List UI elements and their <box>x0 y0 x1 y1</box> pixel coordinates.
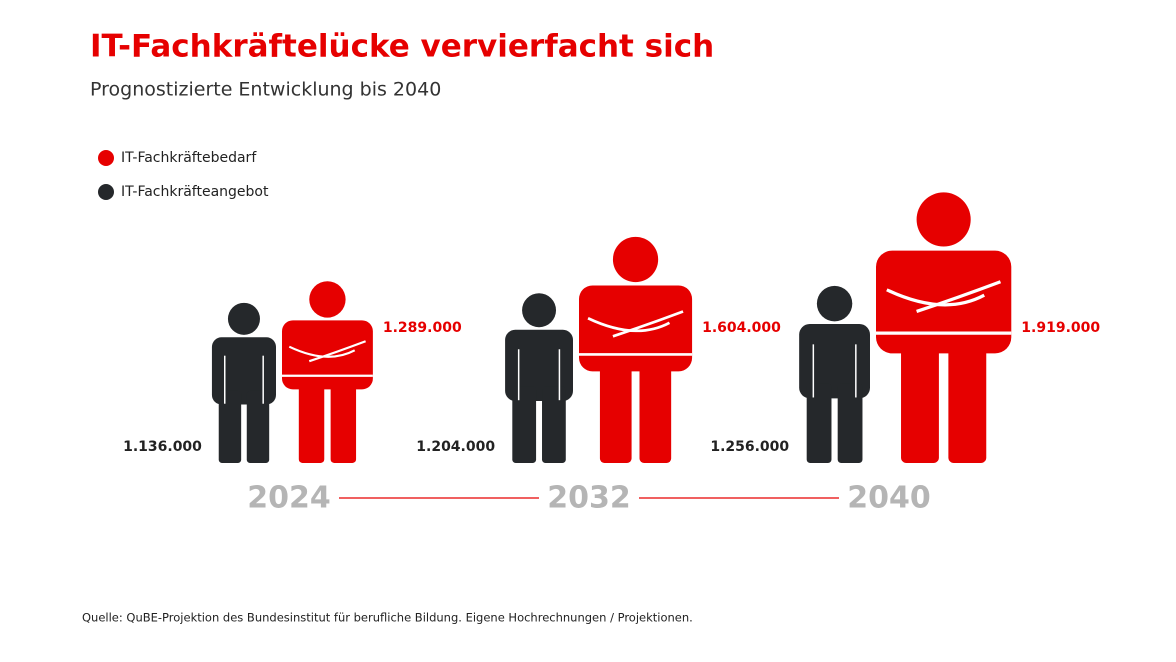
arm-line <box>612 310 684 338</box>
leg <box>298 381 325 463</box>
source: Quelle: QuBE-Projektion des Bundesinstit… <box>82 611 693 625</box>
legend-label: IT-Fachkräftebedarf <box>121 150 257 166</box>
leg <box>512 386 537 463</box>
leg <box>806 383 832 463</box>
head <box>227 302 260 335</box>
torso <box>211 337 276 405</box>
torso <box>799 323 870 399</box>
person-icon <box>505 293 573 463</box>
head <box>612 236 659 283</box>
chart-title: IT-Fachkräftelücke vervierfacht sich <box>90 29 714 65</box>
leg <box>639 361 672 463</box>
value-label: 1.136.000 <box>123 439 202 455</box>
value-label: 1.204.000 <box>416 439 495 455</box>
legend-label: IT-Fachkräfteangebot <box>121 184 269 200</box>
head <box>522 293 557 328</box>
person-icon <box>799 285 870 463</box>
leg <box>948 341 987 463</box>
person-icon <box>211 302 276 463</box>
value-label: 1.256.000 <box>710 439 789 455</box>
head <box>916 192 971 247</box>
person-icon <box>876 192 1012 463</box>
legend-marker <box>98 150 114 166</box>
x-tick-label: 2032 <box>547 481 631 516</box>
leg <box>837 383 863 463</box>
arm-line <box>308 340 366 363</box>
arm-line <box>916 280 1002 314</box>
leg <box>330 381 357 463</box>
leg <box>246 390 270 463</box>
torso <box>505 329 573 402</box>
legend-marker <box>98 184 114 200</box>
value-label: 1.604.000 <box>702 320 781 336</box>
head <box>309 281 346 318</box>
x-tick-label: 2024 <box>247 481 331 516</box>
value-label: 1.289.000 <box>383 320 462 336</box>
leg <box>901 341 939 463</box>
leg <box>218 390 242 463</box>
x-tick-label: 2040 <box>847 481 931 516</box>
leg <box>542 386 566 463</box>
person-icon <box>579 236 693 463</box>
leg <box>599 361 632 463</box>
person-icon <box>282 281 373 463</box>
value-label: 1.919.000 <box>1021 320 1100 336</box>
chart-subtitle: Prognostizierte Entwicklung bis 2040 <box>90 79 441 101</box>
head <box>816 285 853 322</box>
